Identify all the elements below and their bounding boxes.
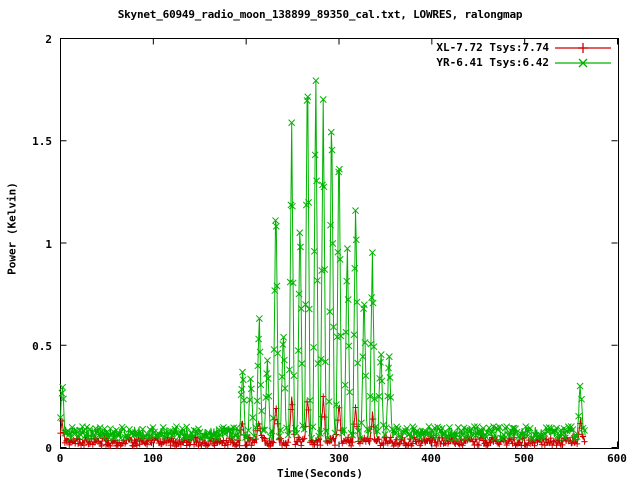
legend-sample-xl — [555, 43, 611, 53]
legend-entry-xl[interactable]: XL-7.72 Tsys:7.74 — [420, 41, 615, 55]
xtick-label-1: 100 — [143, 452, 163, 465]
x-axis-label: Time(Seconds) — [276, 467, 364, 480]
page-title: Skynet_60949_radio_moon_138899_89350_cal… — [117, 8, 523, 21]
cross-marker — [578, 58, 588, 68]
ytick-label-3: 1.5 — [32, 135, 52, 148]
plot-frame — [60, 38, 619, 449]
ytick-label-4: 2 — [45, 33, 52, 46]
legend-entry-yr[interactable]: YR-6.41 Tsys:6.42 — [420, 56, 615, 70]
legend-label-xl: XL-7.72 Tsys:7.74 — [436, 41, 549, 54]
y-axis-label: Power (Kelvin) — [5, 182, 19, 275]
xtick-label-2: 200 — [236, 452, 256, 465]
ytick-label-1: 0.5 — [32, 340, 52, 353]
ytick-label-2: 1 — [45, 238, 52, 251]
xtick-label-0: 0 — [56, 452, 64, 465]
xtick-label-5: 500 — [514, 452, 534, 465]
xtick-label-4: 400 — [421, 452, 441, 465]
plus-marker — [578, 43, 588, 53]
legend-label-yr: YR-6.41 Tsys:6.42 — [436, 56, 549, 69]
legend-sample-yr — [555, 58, 611, 68]
xtick-label-3: 300 — [329, 452, 349, 465]
ytick-label-0: 0 — [45, 442, 52, 455]
xtick-label-6: 600 — [607, 452, 627, 465]
